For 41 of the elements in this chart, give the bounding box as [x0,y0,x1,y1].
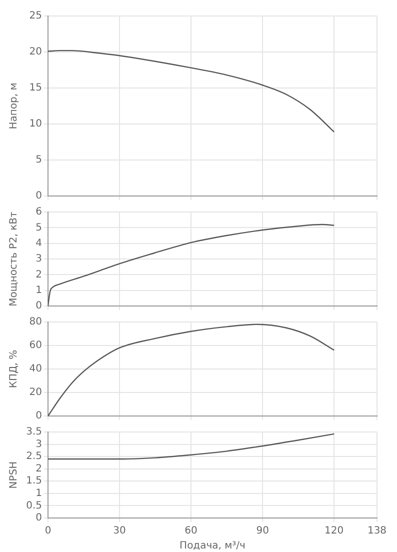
y-tick-label: 0.5 [26,500,42,512]
x-tick-label: 60 [184,526,198,537]
y-tick-label: 60 [29,340,42,352]
y-tick-label: 25 [29,10,42,22]
y-tick-label: 40 [29,364,42,375]
y-axis-title: КПД, % [8,350,20,388]
y-tick-label: 3.5 [26,426,42,438]
y-tick-label: 20 [29,387,42,398]
y-tick-label: 4 [36,238,42,249]
y-tick-label: 0 [36,512,42,524]
line-series [48,433,335,460]
y-axis-title: NPSH [8,461,20,489]
line-series [48,224,335,306]
y-tick-label: 80 [29,316,42,328]
y-tick-label: 5 [36,222,42,234]
y-tick-label: 1 [36,488,42,500]
x-axis-title: Подача, м³/ч [180,540,246,552]
y-tick-label: 2 [36,269,42,280]
line-series [48,50,335,133]
y-tick-label: 2.5 [26,451,42,462]
y-tick-label: 2 [36,463,42,474]
y-tick-label: 0 [36,410,42,422]
y-tick-label: 3 [36,438,42,450]
y-tick-label: 1 [36,284,42,296]
x-tick-label: 120 [324,526,344,537]
x-tick-label: 30 [113,526,126,537]
x-tick-label: 138 [367,526,387,537]
y-tick-label: 10 [29,118,42,130]
y-tick-label: 5 [36,154,42,166]
y-tick-label: 15 [29,82,42,94]
y-axis-title: Мощность P2, кВт [8,211,20,306]
y-tick-label: 20 [29,46,42,58]
line-series [48,324,335,416]
y-tick-label: 0 [36,190,42,202]
y-tick-label: 6 [36,206,42,218]
x-tick-label: 0 [44,526,52,537]
y-tick-label: 3 [36,254,42,265]
y-axis-title: Напор, м [8,82,20,130]
y-tick-label: 1.5 [26,476,42,487]
y-tick-label: 0 [36,300,42,312]
x-tick-label: 90 [256,526,269,537]
